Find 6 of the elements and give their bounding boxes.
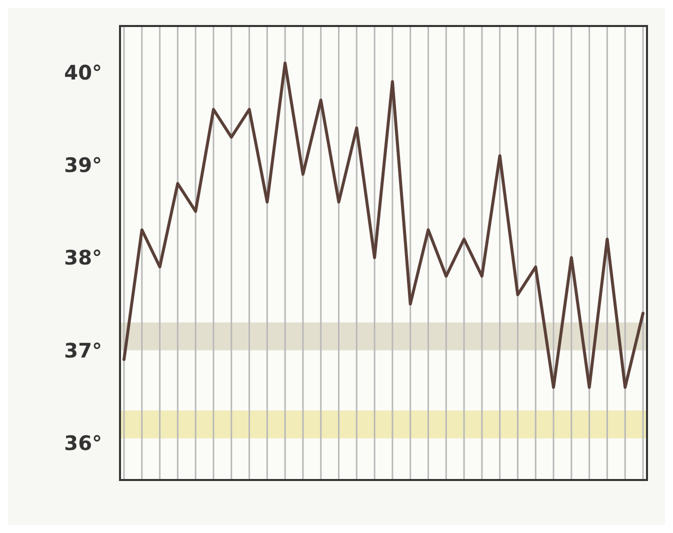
y-tick-label: 36° — [64, 430, 102, 455]
line-series — [122, 62, 644, 389]
y-tick-label: 40° — [64, 60, 102, 84]
y-tick-label: 38° — [64, 246, 102, 270]
y-tick-label: 37° — [64, 338, 102, 362]
y-tick-label: 39° — [64, 152, 102, 177]
